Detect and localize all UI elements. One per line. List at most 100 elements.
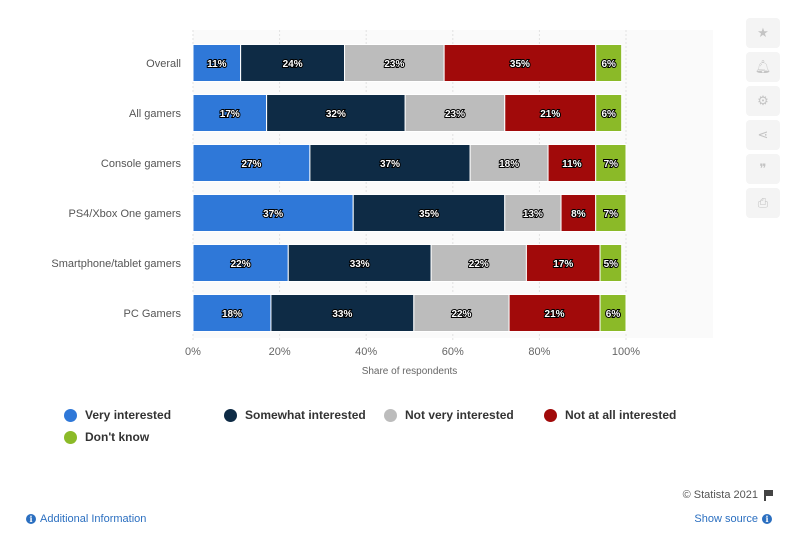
- bar-data-label: 33%: [332, 309, 352, 320]
- bar-segment[interactable]: [287, 244, 432, 282]
- bar-data-label: 18%: [499, 159, 519, 170]
- bar-data-label: 8%: [571, 209, 586, 220]
- bell-icon: 🔔︎: [754, 59, 772, 74]
- favorite-button[interactable]: ★: [746, 18, 780, 48]
- bar-data-label: 7%: [604, 159, 619, 170]
- info-icon: i: [762, 514, 772, 524]
- bar-data-label: 11%: [562, 159, 582, 170]
- bar-data-label: 21%: [540, 109, 560, 120]
- bar-data-label: 27%: [241, 159, 261, 170]
- bar-segment[interactable]: [504, 94, 597, 132]
- bar-segment[interactable]: [443, 44, 597, 82]
- print-button[interactable]: ⎙: [746, 188, 780, 218]
- bar-segment[interactable]: [595, 44, 623, 82]
- bar-data-label: 23%: [445, 109, 465, 120]
- print-icon: ⎙: [757, 195, 769, 210]
- x-tick-label: 60%: [442, 346, 464, 358]
- show-source-link[interactable]: Show source i: [694, 513, 772, 525]
- legend-swatch: [544, 408, 557, 422]
- x-tick-label: 20%: [269, 346, 291, 358]
- bar-segment[interactable]: [525, 244, 601, 282]
- statista-credit: © Statista 2021: [683, 489, 774, 501]
- notification-button[interactable]: 🔔︎: [746, 52, 780, 82]
- show-source-label: Show source: [694, 513, 758, 525]
- bar-data-label: 17%: [220, 109, 240, 120]
- bar-segment[interactable]: [192, 194, 354, 232]
- bar-data-label: 11%: [207, 59, 227, 70]
- bar-data-label: 7%: [604, 209, 619, 220]
- legend-item[interactable]: Very interested: [64, 404, 224, 426]
- bar-data-label: 5%: [604, 259, 619, 270]
- x-axis-title: Share of respondents: [362, 366, 458, 377]
- x-tick-label: 40%: [355, 346, 377, 358]
- bar-segment[interactable]: [240, 44, 346, 82]
- cite-button[interactable]: ❞: [746, 154, 780, 184]
- bar-data-label: 33%: [350, 259, 370, 270]
- bar-data-label: 32%: [326, 109, 346, 120]
- legend-label: Not very interested: [405, 408, 514, 422]
- bar-data-label: 13%: [523, 209, 543, 220]
- bar-data-label: 23%: [384, 59, 404, 70]
- legend-item[interactable]: Not at all interested: [544, 404, 724, 426]
- bar-segment[interactable]: [413, 294, 510, 332]
- legend-label: Somewhat interested: [245, 408, 366, 422]
- x-tick-label: 100%: [612, 346, 640, 358]
- bar-data-label: 6%: [601, 59, 616, 70]
- bar-segment[interactable]: [599, 294, 627, 332]
- bar-data-label: 37%: [263, 209, 283, 220]
- credit-text: © Statista 2021: [682, 489, 758, 501]
- chart-legend: Very interested Somewhat interested Not ve…: [64, 404, 744, 448]
- bar-data-label: 24%: [283, 59, 303, 70]
- bar-segment[interactable]: [352, 194, 506, 232]
- bar-segment[interactable]: [192, 94, 268, 132]
- bar-data-label: 18%: [222, 309, 242, 320]
- legend-item[interactable]: Not very interested: [384, 404, 544, 426]
- category-label: Smartphone/tablet gamers: [51, 258, 181, 270]
- category-label: PS4/Xbox One gamers: [68, 208, 181, 220]
- share-icon: ⋖: [757, 127, 769, 142]
- bar-segment[interactable]: [430, 244, 527, 282]
- additional-information-label: Additional Information: [40, 513, 147, 525]
- bar-data-label: 35%: [510, 59, 530, 70]
- chart: 11% 24% 23% 35% 6% 17% 32% 23% 21% 6% 27% 37% 18% 11%…: [51, 30, 641, 377]
- bar-segment[interactable]: [504, 194, 562, 232]
- bar-data-label: 22%: [451, 309, 471, 320]
- legend-label: Don't know: [85, 430, 150, 444]
- quote-icon: ❞: [759, 161, 767, 176]
- bar-segment[interactable]: [344, 44, 445, 82]
- bar-segment[interactable]: [192, 144, 311, 182]
- x-tick-label: 80%: [528, 346, 550, 358]
- legend-label: Very interested: [85, 408, 172, 422]
- bar-data-label: 22%: [231, 259, 251, 270]
- settings-button[interactable]: ⚙: [746, 86, 780, 116]
- bar-segment[interactable]: [192, 244, 289, 282]
- legend-label: Not at all interested: [565, 408, 677, 422]
- bar-data-label: 35%: [419, 209, 439, 220]
- bar-segment[interactable]: [595, 144, 627, 182]
- chart-svg: 11% 24% 23% 35% 6% 17% 32% 23% 21% 6% 27% 37% 18% 11%…: [51, 30, 641, 377]
- additional-information-link[interactable]: i Additional Information: [26, 513, 146, 525]
- gear-icon: ⚙: [757, 93, 769, 108]
- share-button[interactable]: ⋖: [746, 120, 780, 150]
- bar-data-label: 6%: [606, 309, 621, 320]
- bar-segment[interactable]: [469, 144, 549, 182]
- flag-icon[interactable]: [764, 490, 774, 501]
- info-icon: i: [26, 514, 36, 524]
- bar-data-label: 17%: [553, 259, 573, 270]
- legend-swatch: [224, 408, 237, 422]
- bar-segment[interactable]: [266, 94, 406, 132]
- legend-item[interactable]: Don't know: [64, 426, 264, 448]
- bar-data-label: 37%: [380, 159, 400, 170]
- bar-data-label: 21%: [545, 309, 565, 320]
- legend-item[interactable]: Somewhat interested: [224, 404, 384, 426]
- side-toolbar: ★ 🔔︎ ⚙ ⋖ ❞ ⎙: [746, 18, 782, 222]
- bar-segment[interactable]: [595, 194, 627, 232]
- x-tick-label: 0%: [185, 346, 201, 358]
- bar-segment[interactable]: [404, 94, 506, 132]
- category-label: Overall: [146, 58, 181, 70]
- category-label: PC Gamers: [124, 308, 182, 320]
- bar-segment[interactable]: [595, 94, 623, 132]
- bar-segment[interactable]: [270, 294, 415, 332]
- bar-segment[interactable]: [599, 244, 623, 282]
- category-label: All gamers: [129, 108, 181, 120]
